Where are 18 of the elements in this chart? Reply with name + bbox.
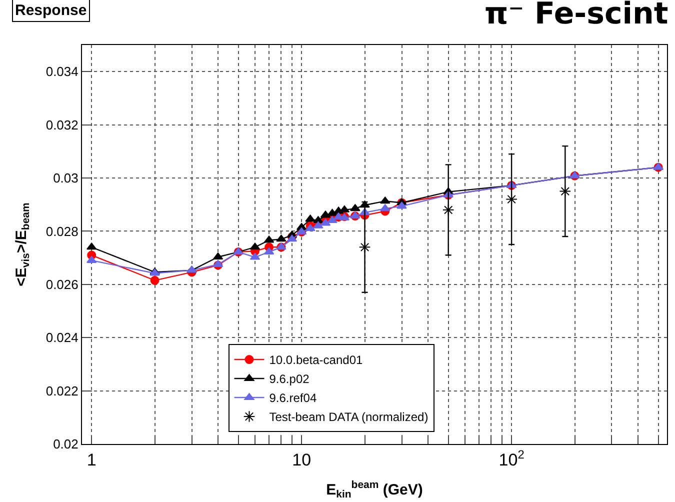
legend-label: Test-beam DATA (normalized) <box>269 410 428 424</box>
chart-title: π⁻ Fe-scint <box>484 0 668 32</box>
y-tick-label: 0.02 <box>53 436 78 452</box>
legend-label: 9.6.ref04 <box>269 391 317 406</box>
y-tick-label: 0.022 <box>46 383 78 398</box>
y-tick-label: 0.028 <box>46 224 78 239</box>
x-tick-label: 1 <box>86 450 96 470</box>
text: Response <box>15 2 87 19</box>
y-tick-label: 0.03 <box>53 170 78 186</box>
x-axis-title: E$_{kin}$$^{beam}$ (GeV) <box>326 479 423 501</box>
legend-label: 10.0.beta-cand01 <box>269 353 363 368</box>
x-tick-label: 10 <box>292 450 312 470</box>
x-tick-label: 10$^{2}$ <box>498 447 525 470</box>
y-tick-label: 0.024 <box>46 330 78 346</box>
y-tick-label: 0.032 <box>46 117 78 132</box>
y-tick-label: 0.026 <box>46 276 78 292</box>
y-tick-label: 0.034 <box>46 64 78 80</box>
legend-label: 9.6.p02 <box>269 372 310 386</box>
